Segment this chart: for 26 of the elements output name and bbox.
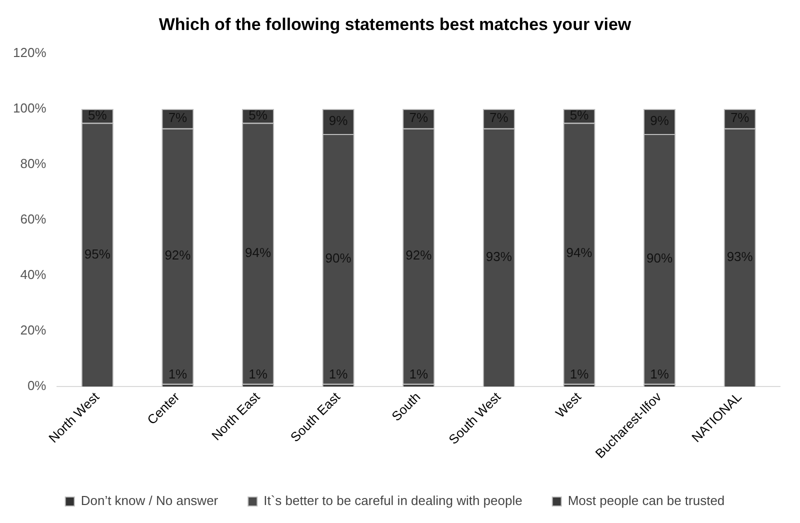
y-tick-label: 80% <box>20 156 47 172</box>
data-label: 93% <box>726 249 754 264</box>
data-label: 1% <box>248 366 268 382</box>
data-label: 1% <box>328 366 348 382</box>
y-tick-label: 0% <box>27 378 47 394</box>
data-label: 90% <box>646 250 673 266</box>
legend-label: Most people can be trusted <box>568 493 725 508</box>
data-label: 90% <box>325 250 352 266</box>
y-tick-label: 120% <box>13 44 47 60</box>
y-tick-label: 100% <box>13 100 47 116</box>
data-label: 1% <box>409 366 428 382</box>
data-label: 1% <box>570 366 590 382</box>
y-tick-label: 20% <box>20 322 47 338</box>
legend-label: It`s better to be careful in dealing with people <box>264 493 522 508</box>
data-label: 94% <box>245 244 272 260</box>
chart-title: Which of the following statements best matches your view <box>158 14 632 34</box>
data-label: 95% <box>84 246 111 262</box>
data-label: 92% <box>406 248 432 263</box>
data-label: 1% <box>168 366 188 382</box>
legend-label: Don’t know / No answer <box>80 493 219 508</box>
data-label: 92% <box>164 248 192 263</box>
data-label: 94% <box>566 244 593 260</box>
y-tick-label: 60% <box>20 212 47 227</box>
y-tick-label: 40% <box>20 267 47 282</box>
data-label: 1% <box>650 366 670 382</box>
data-label: 93% <box>486 249 512 264</box>
